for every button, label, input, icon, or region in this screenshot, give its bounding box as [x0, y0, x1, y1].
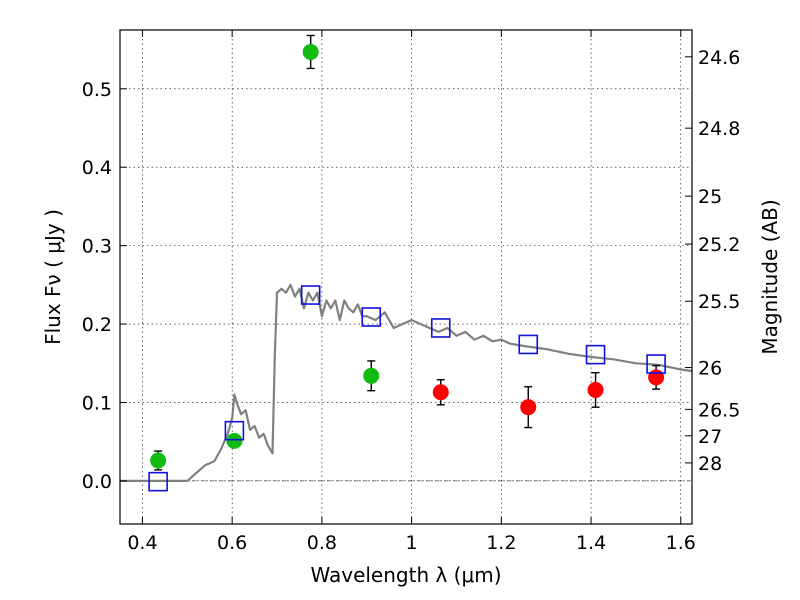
flux-point: [302, 43, 319, 60]
right-tick-label: 26.5: [698, 399, 740, 421]
plot-frame: [119, 29, 693, 525]
flux-point: [432, 384, 449, 401]
x-tick-label: 0.8: [307, 532, 337, 554]
x-tick-label: 0.6: [217, 532, 247, 554]
grid: [120, 30, 692, 524]
x-tick-label: 1: [406, 532, 418, 554]
y-tick-label: 0.4: [82, 157, 112, 179]
y-axis-title: Flux Fν ( μJy ): [41, 209, 65, 345]
flux-point: [363, 367, 380, 384]
photometry-square: [518, 334, 539, 355]
right-tick-label: 25.5: [698, 291, 740, 313]
photometry-square: [148, 471, 168, 492]
flux-point: [150, 452, 167, 469]
photometry-square: [300, 285, 321, 305]
right-tick-label: 24.6: [698, 47, 740, 69]
flux-point: [520, 399, 537, 416]
photometry-square: [646, 354, 666, 374]
photometry-square: [585, 344, 606, 365]
x-tick-label: 0.4: [127, 532, 157, 554]
right-tick-label: 27: [698, 426, 722, 448]
y-tick-label: 0.1: [82, 392, 112, 414]
right-axis-title: Magnitude (AB): [758, 199, 782, 354]
right-tick-label: 25.2: [698, 234, 740, 256]
right-tick-label: 28: [698, 453, 722, 475]
x-axis-title: Wavelength λ (μm): [310, 563, 501, 587]
photometry-square: [224, 420, 245, 441]
right-tick-label: 26: [698, 358, 722, 380]
flux-point: [226, 432, 243, 449]
flux-point: [648, 369, 665, 386]
model-sed-layer: [120, 283, 693, 482]
data-points-layer: [148, 34, 666, 492]
model-sed-line: [120, 283, 693, 482]
y-tick-label: 0.0: [82, 471, 112, 493]
right-tick-label: 24.8: [698, 118, 740, 140]
y-tick-label: 0.5: [82, 79, 112, 101]
y-tick-label: 0.3: [82, 236, 112, 258]
flux-point: [587, 381, 604, 398]
x-tick-label: 1.2: [486, 532, 516, 554]
photometry-square: [430, 318, 451, 338]
right-tick-label: 25: [698, 186, 722, 208]
x-tick-label: 1.6: [666, 532, 696, 554]
ticks: 0.4 0.6 0.8 1 1.2 1.4 1.6 0.0 0.1 0.2 0.3 0.4 0.5 24.…: [82, 30, 740, 554]
x-tick-label: 1.4: [576, 532, 606, 554]
y-tick-label: 0.2: [82, 314, 112, 336]
photometry-square: [361, 307, 382, 327]
